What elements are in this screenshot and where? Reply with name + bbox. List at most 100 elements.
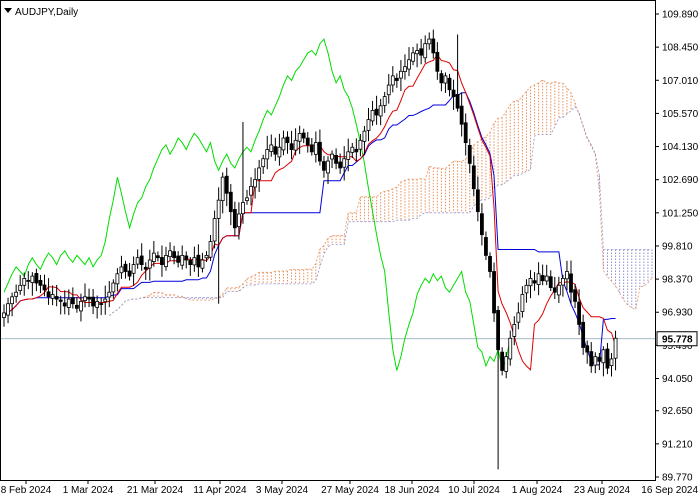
- candle: [253, 168, 258, 199]
- candle: [99, 297, 104, 316]
- candle: [241, 121, 245, 224]
- candle: [172, 245, 177, 265]
- candle: [220, 172, 225, 214]
- candle: [605, 343, 610, 375]
- candle-body: [151, 252, 156, 262]
- candle-body: [455, 94, 460, 109]
- candle: [601, 346, 606, 377]
- candle: [297, 125, 302, 154]
- candle: [22, 272, 27, 296]
- candle-body: [322, 161, 326, 171]
- x-tick-label: 11 Apr 2024: [193, 485, 247, 496]
- candle-body: [313, 142, 318, 155]
- y-tick-label: 108.450: [662, 43, 699, 54]
- senkou-span-a-line: [109, 79, 653, 316]
- candle: [613, 330, 618, 371]
- candle-body: [334, 155, 339, 164]
- candle-body: [245, 197, 249, 201]
- candle-body: [475, 189, 480, 213]
- candle-body: [573, 289, 577, 302]
- candle: [103, 285, 108, 315]
- candle: [26, 271, 31, 290]
- candle-body: [544, 275, 549, 282]
- candle-body: [435, 51, 440, 72]
- candle-body: [83, 296, 87, 301]
- x-tick-label: 1 Mar 2024: [63, 485, 114, 496]
- candle-body: [26, 279, 31, 282]
- chart-menu-icon[interactable]: [4, 8, 12, 13]
- candle-body: [176, 255, 181, 263]
- candle-body: [111, 282, 116, 293]
- chart-title: AUDJPY,Daily: [15, 7, 78, 18]
- candle-body: [561, 278, 565, 286]
- candle-body: [613, 337, 618, 359]
- candle-body: [508, 337, 513, 360]
- x-tick-label: 3 May 2024: [256, 485, 309, 496]
- candle-body: [398, 70, 403, 79]
- candle: [151, 241, 156, 267]
- candle: [475, 176, 480, 222]
- candle: [589, 342, 594, 373]
- candle-body: [196, 254, 201, 268]
- candle-body: [305, 137, 310, 146]
- candle: [423, 35, 428, 63]
- candle: [544, 264, 549, 286]
- candle-body: [366, 119, 371, 131]
- candle: [10, 292, 15, 317]
- candle: [285, 131, 290, 154]
- kijun-polyline: [3, 92, 616, 366]
- candle: [265, 135, 270, 170]
- candle-body: [115, 273, 120, 285]
- candle: [407, 47, 411, 77]
- candle: [362, 126, 367, 155]
- candle-body: [269, 144, 274, 152]
- candle: [131, 256, 136, 286]
- candle-body: [281, 137, 286, 151]
- candle: [115, 268, 120, 292]
- candle-body: [14, 291, 19, 297]
- candle-body: [257, 167, 262, 180]
- candle-body: [143, 266, 148, 270]
- candle: [540, 264, 545, 286]
- candle-body: [346, 151, 351, 160]
- candle-body: [99, 303, 104, 305]
- candle-body: [342, 158, 347, 168]
- candle-body: [127, 270, 132, 277]
- candle-body: [228, 191, 233, 213]
- candle-body: [609, 358, 614, 366]
- candle: [378, 98, 383, 126]
- candle-body: [79, 301, 83, 312]
- candle-body: [362, 130, 367, 142]
- candle-body: [370, 110, 375, 122]
- candle: [419, 38, 424, 65]
- candle: [273, 137, 278, 161]
- candle: [228, 184, 233, 226]
- candle-body: [285, 136, 290, 144]
- current-price-value: 95.778: [662, 335, 693, 346]
- y-tick-label: 89.770: [662, 473, 693, 484]
- candle: [370, 100, 375, 126]
- candle: [382, 91, 387, 113]
- candle-body: [443, 75, 448, 84]
- candle: [58, 295, 63, 315]
- candle: [143, 262, 148, 280]
- candle-body: [496, 309, 501, 351]
- candle-body: [212, 218, 217, 242]
- candle: [277, 133, 282, 166]
- candle-body: [91, 296, 95, 307]
- candle-body: [504, 356, 509, 372]
- candle: [556, 276, 561, 303]
- candle-body: [22, 278, 27, 286]
- candle: [520, 286, 525, 318]
- candle-body: [382, 96, 387, 106]
- x-tick-label: 21 Mar 2024: [127, 485, 184, 496]
- candle-body: [95, 301, 100, 308]
- y-tick-label: 95.490: [662, 341, 693, 352]
- candle-body: [459, 105, 464, 125]
- price-candles: [2, 29, 618, 470]
- x-axis: 8 Feb 2024 1 Mar 2024 21 Mar 2024 11 Apr 20…: [1, 480, 698, 496]
- y-tick-label: 92.650: [662, 406, 693, 417]
- candle-body: [569, 273, 573, 293]
- candle-body: [216, 199, 221, 219]
- candle-body: [492, 271, 496, 314]
